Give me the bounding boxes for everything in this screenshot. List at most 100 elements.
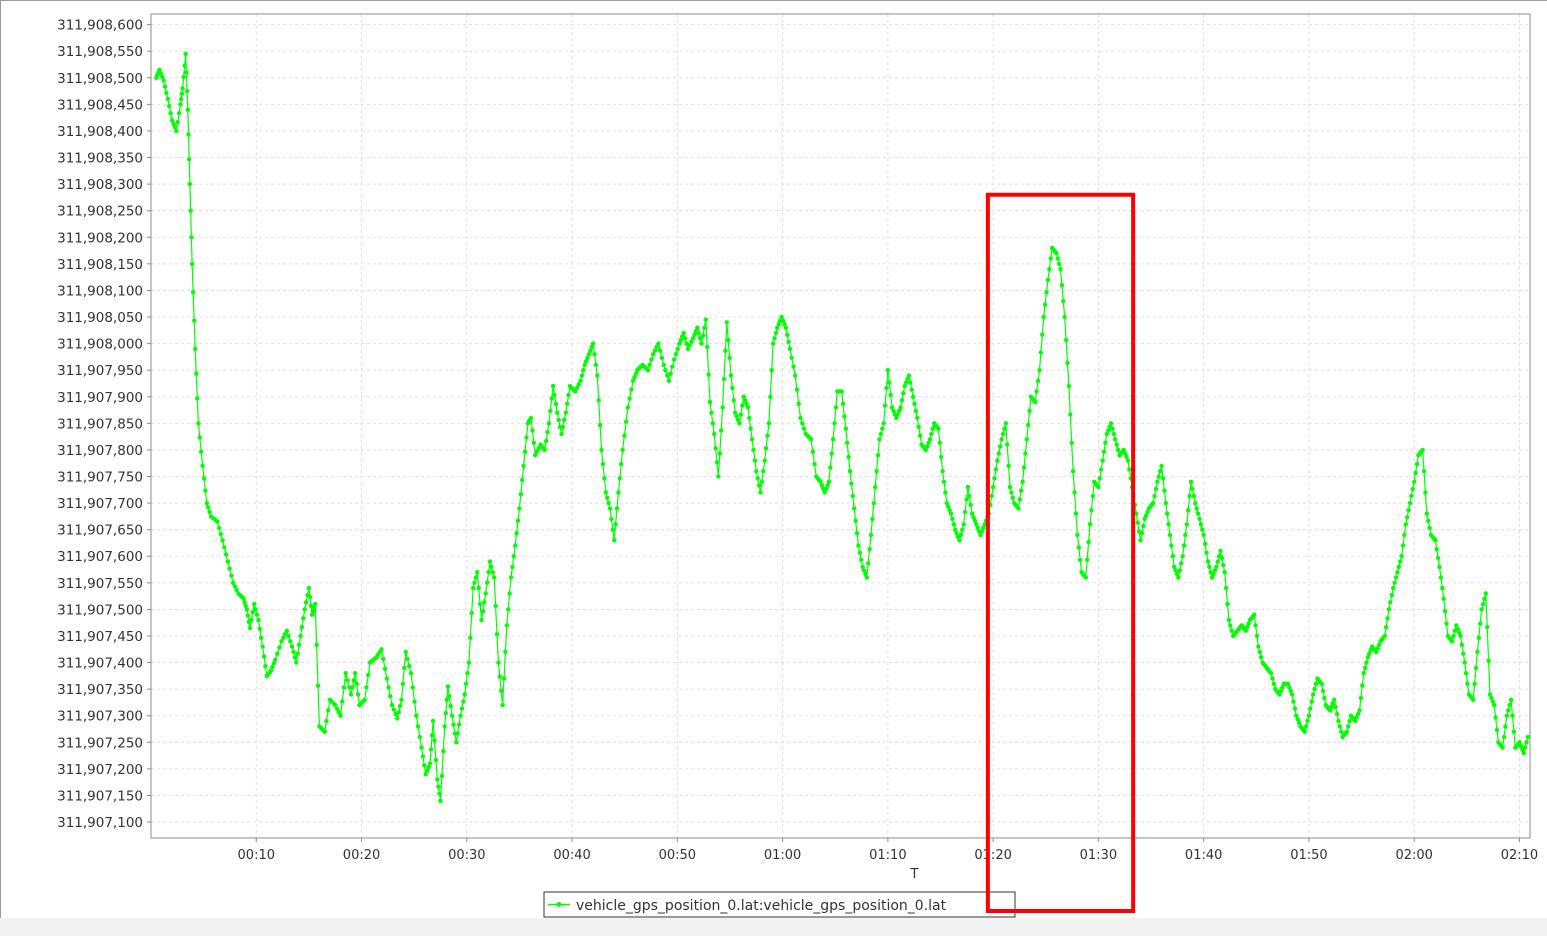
data-point	[878, 431, 884, 437]
data-point	[1106, 428, 1111, 433]
data-point	[1392, 580, 1397, 585]
data-point	[1268, 671, 1274, 676]
data-point	[1393, 575, 1399, 580]
data-point	[1197, 516, 1202, 522]
data-point	[1435, 555, 1441, 561]
data-point	[1409, 493, 1414, 499]
data-point	[229, 573, 234, 578]
data-point	[384, 676, 389, 681]
data-point	[630, 378, 636, 383]
data-point	[312, 605, 317, 610]
data-point	[737, 421, 742, 426]
data-point	[379, 647, 384, 652]
data-point	[1150, 500, 1156, 506]
data-point	[253, 607, 258, 612]
data-point	[1510, 713, 1515, 718]
data-point	[1186, 508, 1191, 513]
data-point	[1405, 515, 1410, 520]
data-point	[190, 290, 196, 295]
data-point	[1406, 508, 1411, 513]
data-point	[314, 642, 319, 647]
data-point	[951, 522, 956, 527]
data-point	[1059, 282, 1065, 288]
data-point	[1083, 575, 1089, 580]
data-point	[241, 596, 246, 601]
data-point	[366, 672, 371, 678]
data-point	[465, 671, 470, 676]
data-point	[160, 74, 165, 80]
data-point	[192, 318, 197, 323]
data-point	[187, 181, 193, 187]
data-point	[559, 431, 564, 437]
data-point	[1456, 630, 1462, 635]
data-point	[436, 784, 441, 789]
data-point	[1489, 695, 1494, 701]
data-point	[785, 332, 790, 337]
data-point	[263, 663, 268, 669]
legend: vehicle_gps_position_0.lat:vehicle_gps_p…	[543, 891, 1016, 918]
data-point	[468, 635, 473, 640]
data-point	[556, 417, 561, 422]
data-point	[926, 440, 931, 445]
data-point	[1424, 511, 1430, 516]
data-point	[553, 401, 559, 406]
data-point	[286, 633, 291, 639]
data-point	[1403, 522, 1409, 527]
data-point	[354, 681, 359, 686]
data-point	[967, 493, 972, 499]
data-point	[761, 469, 766, 474]
data-point	[1442, 609, 1448, 614]
data-point	[654, 344, 659, 350]
data-point	[343, 671, 348, 676]
data-point	[581, 368, 586, 373]
data-point	[347, 685, 352, 690]
data-point	[506, 607, 511, 612]
data-point	[793, 373, 798, 378]
data-point	[1334, 711, 1340, 717]
data-point	[721, 376, 727, 382]
data-point	[902, 383, 907, 389]
data-point	[1400, 543, 1406, 548]
data-point	[199, 449, 204, 454]
data-point	[696, 330, 701, 336]
data-point	[176, 111, 182, 116]
data-point	[881, 421, 886, 426]
data-point	[1285, 681, 1291, 686]
data-point	[1038, 350, 1044, 355]
data-point	[822, 490, 827, 495]
data-point	[277, 645, 282, 650]
data-point	[1176, 575, 1181, 580]
data-point	[185, 107, 190, 112]
data-point	[1454, 623, 1459, 628]
data-point	[270, 664, 275, 670]
data-point	[1009, 490, 1014, 495]
data-point	[1360, 683, 1365, 688]
data-point	[783, 325, 788, 330]
data-point	[607, 506, 613, 511]
data-point	[249, 617, 254, 623]
data-point	[1191, 493, 1197, 499]
data-point	[1016, 506, 1021, 511]
data-point	[1259, 655, 1264, 660]
x-axis: 00:10 00:20 00:30 00:40 00:50 01:00 01:10 01:20…	[238, 838, 1538, 863]
data-point	[595, 373, 600, 378]
data-point	[1202, 541, 1208, 546]
data-point	[165, 96, 170, 102]
data-point	[756, 483, 762, 488]
data-point	[397, 703, 403, 709]
data-point	[496, 660, 501, 665]
data-point	[1225, 601, 1230, 607]
data-point	[298, 633, 303, 639]
data-point	[403, 649, 408, 655]
data-point	[543, 438, 549, 444]
data-point	[1019, 488, 1024, 493]
data-point	[794, 387, 800, 392]
grid	[151, 14, 1530, 838]
data-point	[617, 476, 622, 481]
data-point	[650, 352, 656, 357]
data-point	[1218, 548, 1223, 554]
data-point	[786, 339, 791, 344]
data-point	[944, 500, 949, 506]
data-point	[863, 571, 868, 577]
data-point	[1383, 624, 1389, 630]
